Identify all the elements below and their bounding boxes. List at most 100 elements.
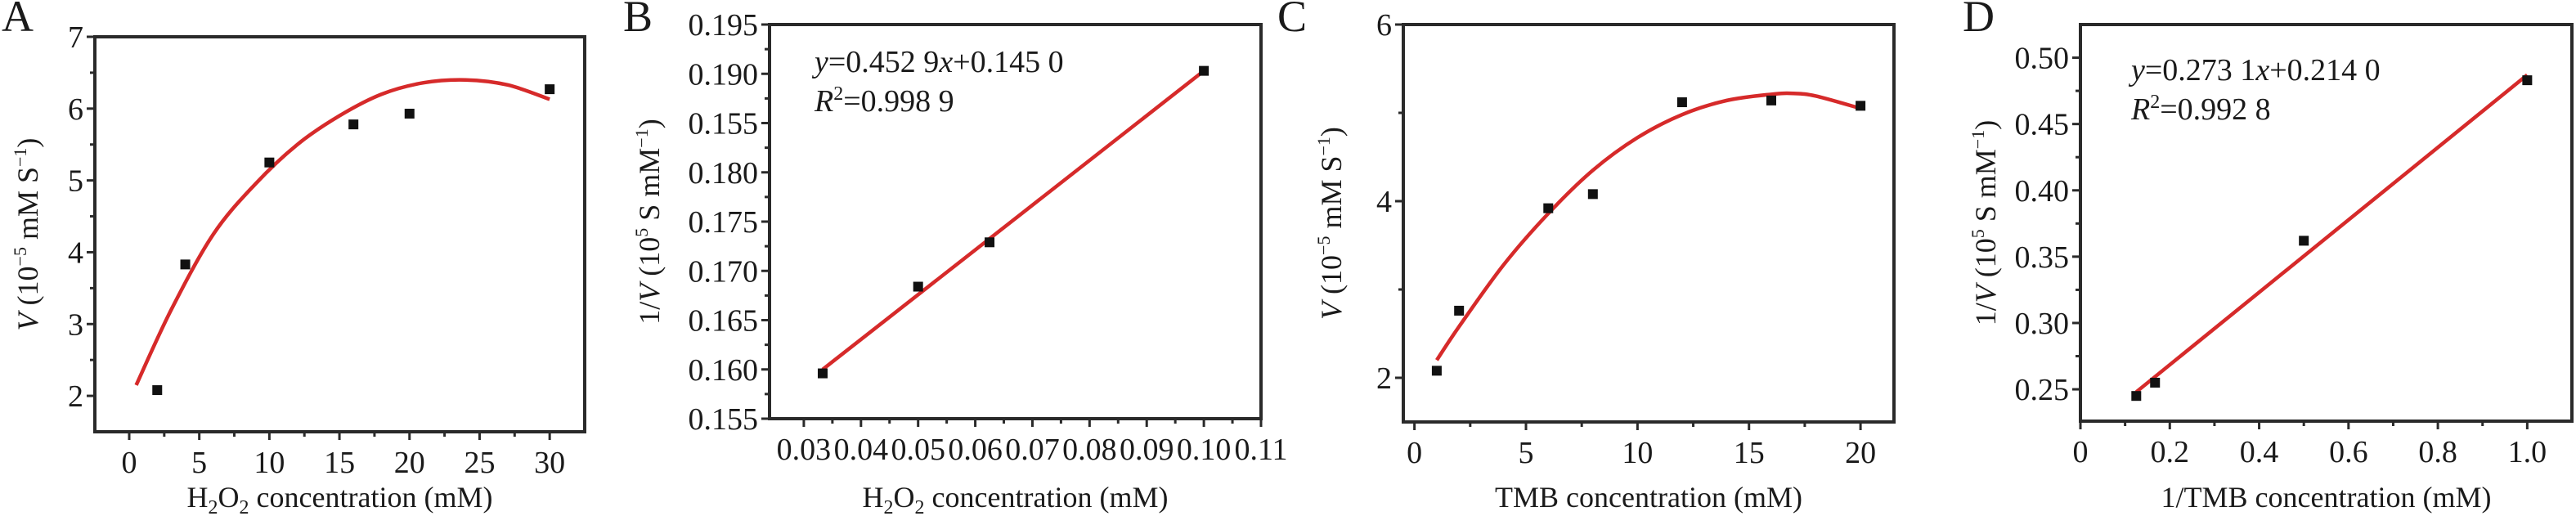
y-axis-title-part: (10 bbox=[1969, 238, 2002, 285]
x-tick-label: 15 bbox=[1734, 436, 1765, 470]
y-tick-label: 0.175 bbox=[689, 205, 759, 240]
equation-part: +0.145 0 bbox=[953, 45, 1063, 79]
x-tick-label: 0.08 bbox=[1062, 433, 1117, 467]
y-tick-label: 0.155 bbox=[689, 107, 759, 141]
y-axis-title-part: (10 bbox=[633, 237, 666, 284]
plot-frame bbox=[2079, 23, 2574, 423]
data-point bbox=[180, 259, 191, 270]
y-tick-label: 0.25 bbox=[2015, 373, 2070, 407]
r-squared: R2=0.998 9 bbox=[814, 83, 954, 119]
data-point bbox=[264, 157, 275, 168]
x-tick-label: 10 bbox=[254, 446, 285, 480]
x-tick-label: 0.04 bbox=[834, 433, 889, 467]
x-axis-title-part: H bbox=[863, 481, 884, 514]
data-point bbox=[2522, 75, 2533, 86]
panel-B: B 0.03 0.04 0.05 0.06 0.07 0.08 0.09 0.10 0.11 0.1… bbox=[623, 0, 1288, 518]
y-axis-title-part: 1/ bbox=[633, 302, 666, 325]
x-axis-title-part: H bbox=[187, 481, 209, 514]
x-tick-label: 0 bbox=[121, 446, 137, 480]
fit-curve bbox=[134, 78, 550, 386]
y-tick-label: 0.50 bbox=[2015, 42, 2070, 76]
x-tick-label: 10 bbox=[1622, 436, 1653, 470]
x-tick-label: 0.09 bbox=[1120, 433, 1174, 467]
y-axis-title-part: S mM bbox=[633, 148, 666, 228]
x-tick-label: 0.05 bbox=[891, 433, 945, 467]
r-squared-part: =0.992 8 bbox=[2160, 92, 2270, 127]
equation-part: y bbox=[811, 45, 828, 79]
y-axis-title-sup: 5 bbox=[631, 228, 652, 237]
x-axis-title: H2O2 concentration (mM) bbox=[863, 481, 1169, 518]
y-axis-title-part: (10 bbox=[11, 266, 44, 312]
data-point bbox=[1766, 95, 1776, 105]
y-tick-label: 2 bbox=[1376, 361, 1392, 396]
data-point bbox=[1543, 203, 1554, 213]
equation-part: =0.273 1 bbox=[2145, 53, 2255, 88]
data-point bbox=[2131, 391, 2142, 402]
y-axis-title-part: V bbox=[1969, 281, 2002, 303]
x-axis-title-part: concentration (mM) bbox=[925, 481, 1169, 514]
equation-part: +0.214 0 bbox=[2269, 53, 2380, 88]
data-point bbox=[985, 237, 995, 248]
y-axis-title-sup: −1 bbox=[1313, 137, 1334, 155]
y-tick-label: 6 bbox=[1376, 8, 1392, 43]
y-axis-title-part: V bbox=[1315, 298, 1348, 320]
y-tick-label: 0.190 bbox=[689, 57, 759, 92]
y-axis-title-part: V bbox=[11, 309, 44, 330]
x-tick-label: 20 bbox=[394, 446, 425, 480]
panel-letter: A bbox=[2, 0, 34, 41]
equation-part: y bbox=[2128, 53, 2145, 88]
y-axis-title-sup: −1 bbox=[10, 148, 30, 167]
x-tick-label: 30 bbox=[534, 446, 565, 480]
x-axis-title-text: TMB concentration (mM) bbox=[1495, 481, 1802, 514]
y-axis-title-part: 1/ bbox=[1969, 303, 2002, 325]
x-tick-label: 20 bbox=[1845, 436, 1876, 470]
x-axis-title-sub: 2 bbox=[884, 497, 894, 518]
data-point bbox=[1431, 366, 1442, 376]
fit-curve bbox=[821, 69, 1205, 371]
r-squared-part: R bbox=[2130, 92, 2150, 127]
fit-equation: y=0.273 1x+0.214 0 bbox=[2128, 53, 2381, 88]
data-point bbox=[2150, 377, 2161, 388]
y-tick-label: 0.45 bbox=[2015, 108, 2070, 142]
y-axis-title: V (10−5 mM S−1) bbox=[10, 138, 44, 331]
x-tick-label: 0.07 bbox=[1005, 433, 1060, 467]
y-tick-label: 6 bbox=[68, 92, 83, 127]
y-axis-title-part: ) bbox=[1315, 127, 1348, 137]
x-axis-title: H2O2 concentration (mM) bbox=[187, 481, 493, 518]
x-tick-label: 0.03 bbox=[777, 433, 832, 467]
x-tick-label: 5 bbox=[191, 446, 207, 480]
r-squared: R2=0.992 8 bbox=[2130, 92, 2271, 127]
y-tick-label: 2 bbox=[68, 379, 83, 414]
y-tick-label: 0.180 bbox=[689, 156, 759, 191]
equation-part: x bbox=[2255, 53, 2269, 88]
x-axis-title-sub: 2 bbox=[240, 497, 249, 518]
data-point bbox=[545, 84, 555, 95]
y-axis-title-part: mM S bbox=[11, 167, 44, 247]
y-axis-title-part: ) bbox=[11, 138, 44, 148]
y-axis-title-sup: −5 bbox=[10, 247, 30, 266]
data-point bbox=[2299, 236, 2309, 246]
y-axis-title-part: (10 bbox=[1315, 255, 1348, 302]
data-point bbox=[1199, 65, 1209, 76]
x-axis-title-sub: 2 bbox=[915, 497, 925, 518]
data-point bbox=[404, 108, 415, 119]
panel-letter: B bbox=[623, 0, 653, 41]
x-tick-label: 0.8 bbox=[2418, 435, 2457, 469]
y-tick-label: 0.155 bbox=[689, 402, 759, 437]
y-axis-title-sup: −1 bbox=[631, 128, 652, 147]
panel-letter: D bbox=[1963, 0, 1995, 41]
x-tick-label: 0 bbox=[2073, 435, 2089, 469]
fit-curve bbox=[1435, 91, 1861, 361]
r-squared-sup: 2 bbox=[833, 83, 843, 105]
x-axis-title-part: concentration (mM) bbox=[249, 481, 493, 514]
x-tick-label: 0.6 bbox=[2329, 435, 2368, 469]
panel-D: D 0 0.2 0.4 0.6 0.8 1.0 0.25 0.30 0.35 0.40 0.45 0.5… bbox=[1963, 0, 2574, 514]
y-axis-title-part: mM S bbox=[1315, 155, 1348, 236]
x-tick-label: 25 bbox=[464, 446, 495, 480]
y-axis-title: V (10−5 mM S−1) bbox=[1313, 127, 1348, 320]
y-tick-label: 0.160 bbox=[689, 353, 759, 388]
r-squared-part: R bbox=[814, 84, 833, 119]
y-axis-title: 1/V (105 S mM−1) bbox=[631, 119, 666, 324]
